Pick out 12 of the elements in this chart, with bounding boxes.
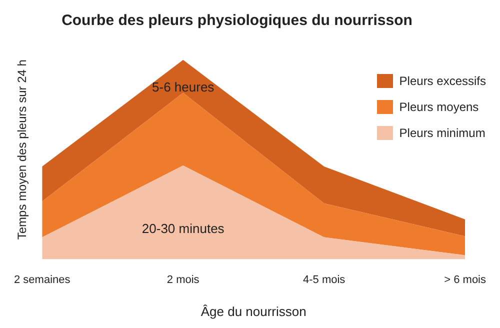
legend-label: Pleurs moyens (399, 100, 479, 114)
x-tick-label: 2 mois (166, 274, 200, 286)
annotation: 20-30 minutes (142, 220, 225, 236)
chart-title: Courbe des pleurs physiologiques du nourrisson (62, 12, 412, 30)
x-tick-label: > 6 mois (444, 274, 486, 286)
legend-label: Pleurs minimum (399, 126, 486, 140)
annotation: 5-6 heures (152, 79, 215, 94)
y-axis-title: Temps moyen des pleurs sur 24 h (15, 60, 30, 240)
x-axis-title: Âge du nourrisson (200, 304, 306, 319)
x-tick-label: 4-5 mois (302, 274, 346, 286)
legend-label: Pleurs excessifs (399, 74, 486, 88)
x-tick-label: 2 semaines (14, 274, 71, 286)
